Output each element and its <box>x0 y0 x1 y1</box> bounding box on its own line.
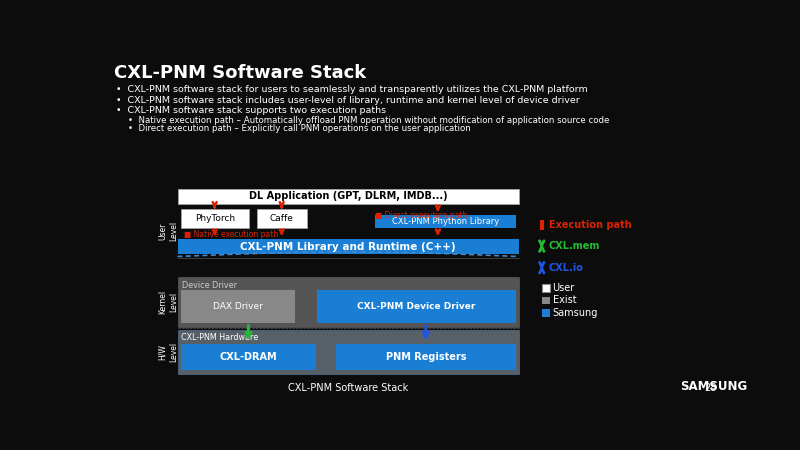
FancyBboxPatch shape <box>181 343 316 370</box>
Text: CXL.io: CXL.io <box>549 263 584 273</box>
FancyBboxPatch shape <box>542 297 550 304</box>
Text: •  Native execution path – Automatically offload PNM operation without modificat: • Native execution path – Automatically … <box>128 116 610 125</box>
FancyBboxPatch shape <box>375 215 516 228</box>
Text: Samsung: Samsung <box>553 308 598 318</box>
Text: PhyTorch: PhyTorch <box>194 214 234 223</box>
Text: CXL-DRAM: CXL-DRAM <box>219 351 278 362</box>
FancyBboxPatch shape <box>542 284 550 292</box>
Text: CXL-PNM Device Driver: CXL-PNM Device Driver <box>358 302 476 311</box>
Text: SAMSUNG: SAMSUNG <box>680 380 747 393</box>
Text: DL Application (GPT, DLRM, IMDB...): DL Application (GPT, DLRM, IMDB...) <box>249 191 447 202</box>
FancyBboxPatch shape <box>181 290 295 323</box>
Text: ■ Direct execution path: ■ Direct execution path <box>375 211 467 220</box>
FancyBboxPatch shape <box>336 343 516 370</box>
Text: •  CXL-PNM software stack for users to seamlessly and transparently utilizes the: • CXL-PNM software stack for users to se… <box>115 85 587 94</box>
FancyBboxPatch shape <box>178 277 518 327</box>
Text: CXL-PNM Hardware: CXL-PNM Hardware <box>182 333 258 342</box>
Text: PNM Registers: PNM Registers <box>386 351 466 362</box>
Text: User
Level: User Level <box>158 221 178 241</box>
Text: CXL-PNM Software Stack: CXL-PNM Software Stack <box>288 383 408 393</box>
Text: 28: 28 <box>705 383 717 393</box>
Text: DAX Driver: DAX Driver <box>213 302 263 311</box>
Text: CXL-PNM Phython Library: CXL-PNM Phython Library <box>392 217 499 226</box>
Text: ■ Native execution path: ■ Native execution path <box>184 230 278 238</box>
Text: Kernel
Level: Kernel Level <box>158 290 178 315</box>
Text: Caffe: Caffe <box>270 214 294 223</box>
FancyBboxPatch shape <box>317 290 516 323</box>
Text: Execution path: Execution path <box>549 220 631 230</box>
Text: CXL-PNM Software Stack: CXL-PNM Software Stack <box>114 64 366 82</box>
Text: •  CXL-PNM software stack includes user-level of library, runtime and kernel lev: • CXL-PNM software stack includes user-l… <box>115 95 579 104</box>
Text: User: User <box>553 283 575 293</box>
Text: •  CXL-PNM software stack supports two execution paths: • CXL-PNM software stack supports two ex… <box>115 106 386 115</box>
Text: CXL-PNM Library and Runtime (C++): CXL-PNM Library and Runtime (C++) <box>240 242 456 252</box>
Text: •  Direct execution path – Explicitly call PNM operations on the user applicatio: • Direct execution path – Explicitly cal… <box>128 124 470 133</box>
Text: Exist: Exist <box>553 295 576 306</box>
Text: CXL.mem: CXL.mem <box>549 241 600 251</box>
Text: Device Driver: Device Driver <box>182 281 237 290</box>
FancyBboxPatch shape <box>542 309 550 316</box>
FancyBboxPatch shape <box>178 239 518 254</box>
FancyBboxPatch shape <box>181 209 249 228</box>
Text: H/W
Level: H/W Level <box>158 342 178 362</box>
FancyBboxPatch shape <box>257 209 307 228</box>
FancyBboxPatch shape <box>178 330 518 373</box>
FancyBboxPatch shape <box>178 189 518 204</box>
